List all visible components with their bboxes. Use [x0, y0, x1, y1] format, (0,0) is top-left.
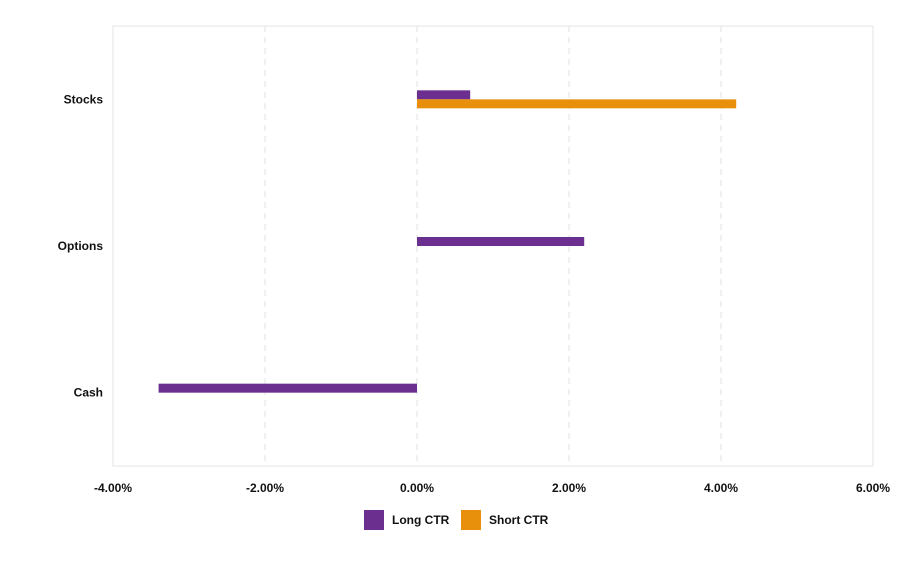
bar-short-ctr — [417, 99, 737, 109]
x-tick-label: 0.00% — [400, 481, 434, 495]
legend: Long CTR Short CTR — [364, 510, 549, 530]
bars — [158, 90, 737, 393]
y-tick-label: Cash — [74, 386, 103, 400]
legend-label: Long CTR — [392, 513, 450, 527]
legend-swatch — [461, 510, 481, 530]
bar-long-ctr — [417, 237, 585, 246]
bar-long-ctr — [417, 90, 471, 100]
y-tick-label: Options — [58, 239, 104, 253]
x-tick-label: -2.00% — [246, 481, 284, 495]
y-tick-label: Stocks — [64, 92, 104, 106]
x-axis-labels: -4.00% -2.00% 0.00% 2.00% 4.00% 6.00% — [94, 481, 890, 495]
x-tick-label: -4.00% — [94, 481, 132, 495]
x-tick-label: 6.00% — [856, 481, 890, 495]
x-tick-label: 4.00% — [704, 481, 738, 495]
legend-swatch — [364, 510, 384, 530]
bar-long-ctr — [158, 383, 417, 393]
y-axis-labels: Stocks Options Cash — [58, 92, 104, 399]
x-tick-label: 2.00% — [552, 481, 586, 495]
legend-label: Short CTR — [489, 513, 549, 527]
